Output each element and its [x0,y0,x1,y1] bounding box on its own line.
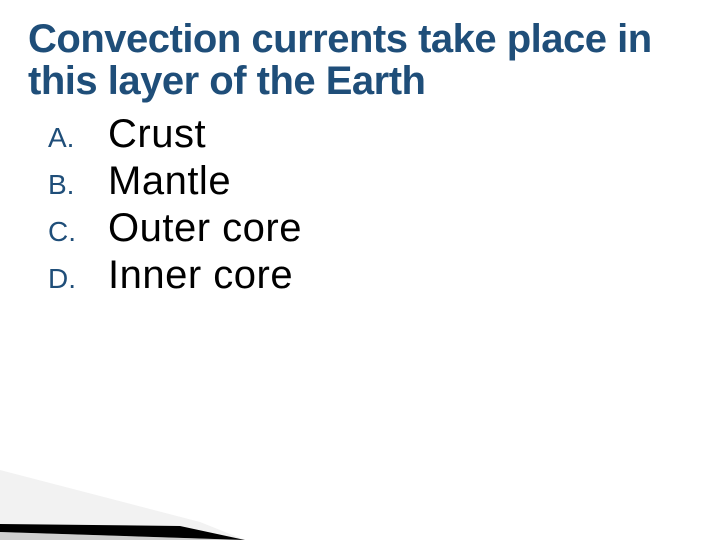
option-text: Inner core [108,253,293,298]
wedge-light [0,470,245,540]
option-marker: A. [48,122,108,154]
option-text: Crust [108,112,206,157]
corner-wedge-icon [0,470,260,540]
option-c: C. Outer core [48,206,692,251]
option-marker: D. [48,263,108,295]
option-b: B. Mantle [48,159,692,204]
option-a: A. Crust [48,112,692,157]
option-d: D. Inner core [48,253,692,298]
slide: Convection currents take place in this l… [0,0,720,540]
wedge-shadow [0,532,245,540]
option-text: Outer core [108,206,302,251]
options-list: A. Crust B. Mantle C. Outer core D. Inne… [28,112,692,298]
wedge-dark [0,524,245,540]
option-text: Mantle [108,159,231,204]
option-marker: B. [48,169,108,201]
option-marker: C. [48,216,108,248]
question-title: Convection currents take place in this l… [28,18,692,102]
